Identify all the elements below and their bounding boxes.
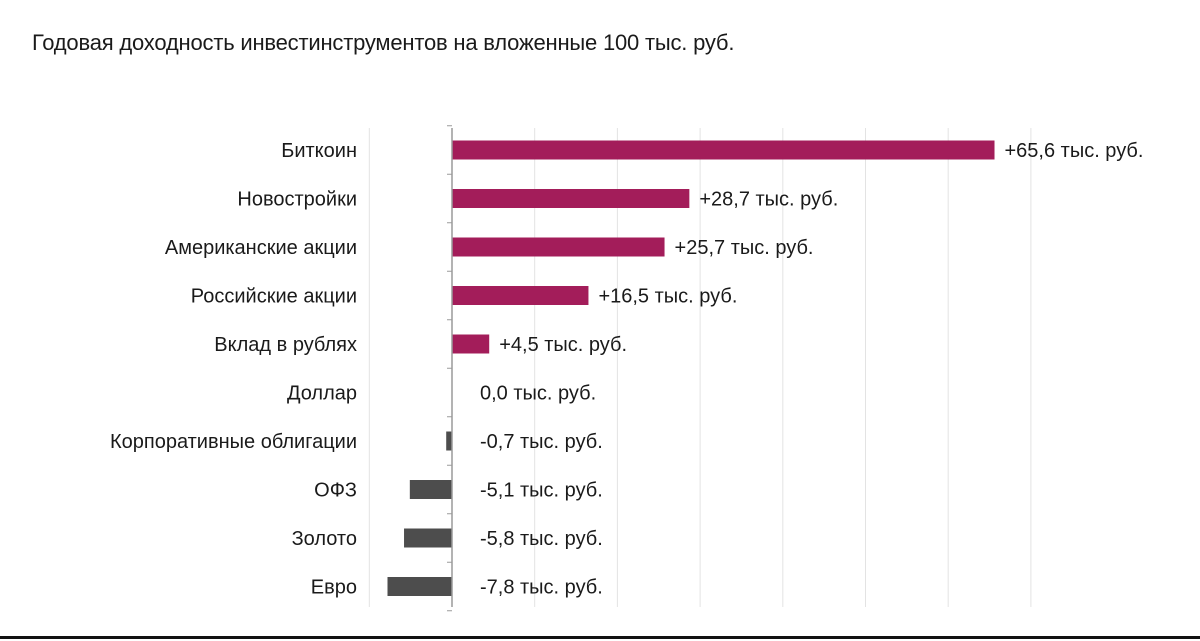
value-label: -7,8 тыс. руб. bbox=[480, 577, 603, 599]
value-label: +4,5 тыс. руб. bbox=[499, 334, 627, 356]
bar bbox=[409, 480, 452, 499]
value-label: -5,8 тыс. руб. bbox=[480, 528, 603, 550]
category-label: Золото bbox=[292, 528, 357, 550]
bar bbox=[452, 140, 995, 160]
bar bbox=[446, 431, 452, 451]
category-label: Новостройки bbox=[237, 189, 357, 211]
category-label: Евро bbox=[311, 577, 357, 599]
chart-title: Годовая доходность инвестинструментов на… bbox=[32, 30, 735, 55]
labels: Биткоин +65,6 тыс. руб. Новостройки +28,7 т… bbox=[110, 140, 1143, 599]
category-label: Корпоративные облигации bbox=[110, 431, 357, 453]
category-label: Вклад в рублях bbox=[214, 334, 357, 356]
category-label: ОФЗ bbox=[314, 480, 357, 502]
bar bbox=[404, 528, 452, 548]
bar bbox=[452, 189, 690, 208]
value-label: -0,7 тыс. руб. bbox=[480, 431, 603, 453]
category-label: Российские акции bbox=[191, 286, 357, 308]
bar bbox=[452, 334, 490, 354]
category-label: Американские акции bbox=[165, 237, 357, 259]
category-label: Биткоин bbox=[281, 140, 357, 162]
value-label: +16,5 тыс. руб. bbox=[598, 286, 737, 308]
bar bbox=[452, 286, 589, 305]
value-label: +28,7 тыс. руб. bbox=[699, 189, 838, 211]
bar bbox=[452, 237, 665, 257]
value-label: +65,6 тыс. руб. bbox=[1005, 140, 1144, 162]
value-label: -5,1 тыс. руб. bbox=[480, 480, 603, 502]
value-label: 0,0 тыс. руб. bbox=[480, 383, 596, 405]
zero-axis bbox=[447, 125, 453, 612]
value-label: +25,7 тыс. руб. bbox=[675, 237, 814, 259]
bar bbox=[387, 577, 452, 596]
category-label: Доллар bbox=[287, 383, 357, 405]
bottom-divider bbox=[0, 636, 1200, 639]
bars bbox=[387, 140, 995, 596]
